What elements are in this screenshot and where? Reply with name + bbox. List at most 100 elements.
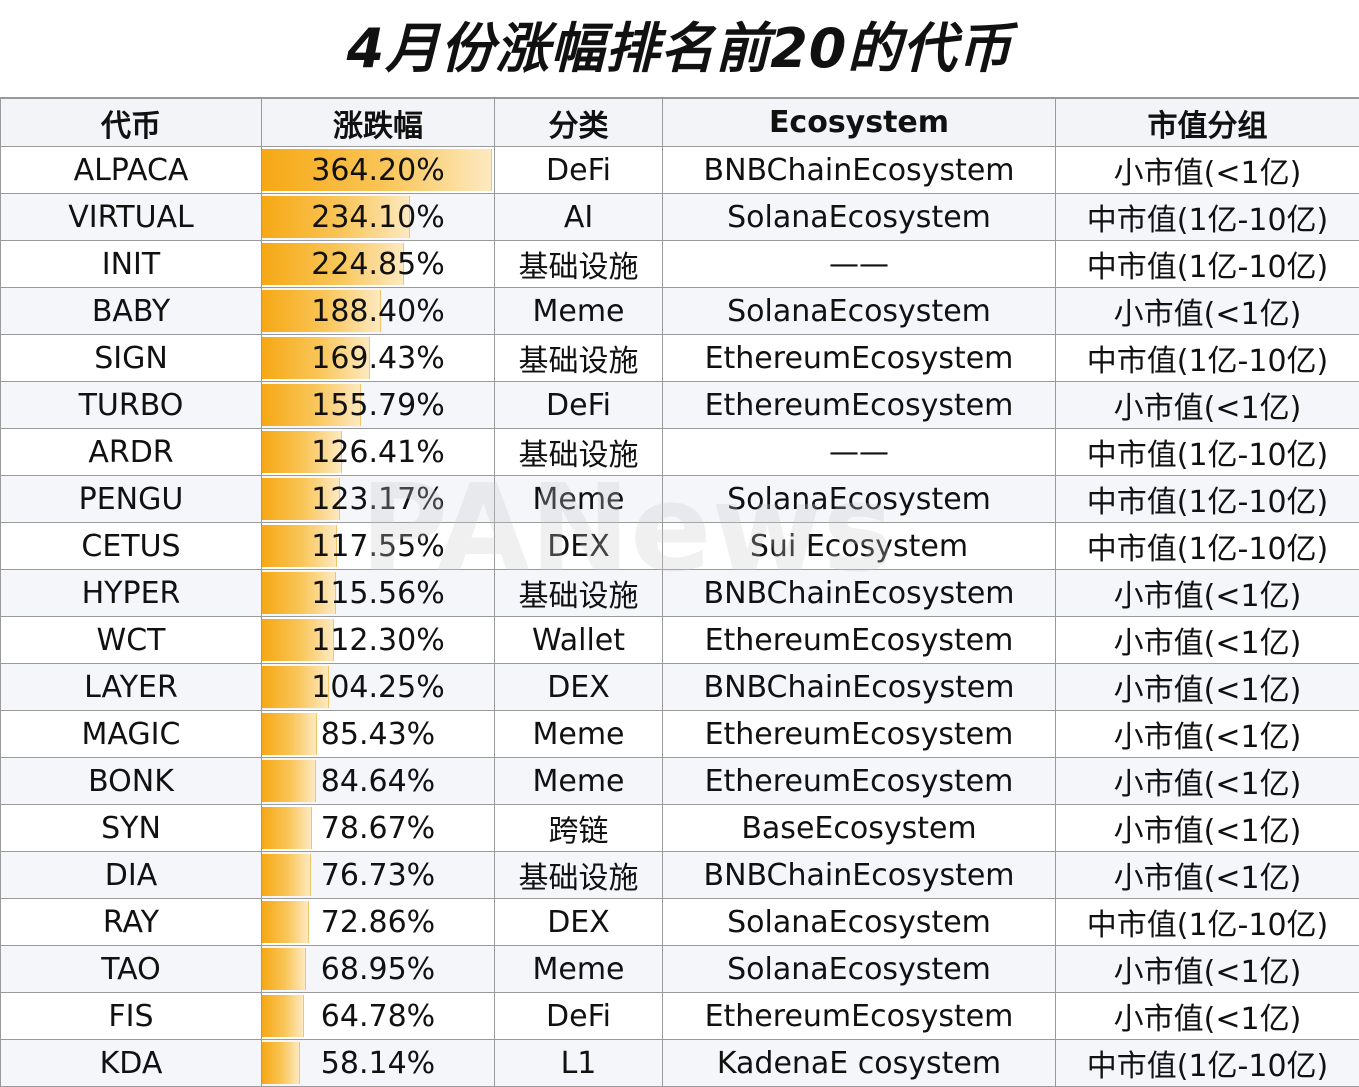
ecosystem-cell: SolanaEcosystem (663, 946, 1056, 993)
category-cell: DeFi (495, 382, 663, 429)
change-cell: 78.67% (262, 805, 495, 852)
market-cap-cell: 小市值(<1亿) (1056, 288, 1359, 335)
change-value: 123.17% (311, 482, 444, 517)
market-cap-cell: 小市值(<1亿) (1056, 946, 1359, 993)
category-cell: DEX (495, 899, 663, 946)
change-cell: 123.17% (262, 476, 495, 523)
category-cell: DEX (495, 523, 663, 570)
category-cell: 基础设施 (495, 570, 663, 617)
change-cell: 64.78% (262, 993, 495, 1040)
market-cap-cell: 小市值(<1亿) (1056, 758, 1359, 805)
market-cap-cell: 中市值(1亿-10亿) (1056, 429, 1359, 476)
token-cell: ARDR (1, 429, 262, 476)
category-cell: Meme (495, 946, 663, 993)
ecosystem-cell: SolanaEcosystem (663, 899, 1056, 946)
token-cell: TAO (1, 946, 262, 993)
change-bar (262, 760, 316, 802)
header-ecosystem: Ecosystem (663, 99, 1056, 147)
market-cap-cell: 小市值(<1亿) (1056, 993, 1359, 1040)
market-cap-cell: 小市值(<1亿) (1056, 570, 1359, 617)
change-value: 112.30% (311, 623, 444, 658)
token-cell: SIGN (1, 335, 262, 382)
ecosystem-cell: —— (663, 241, 1056, 288)
ecosystem-cell: KadenaE cosystem (663, 1040, 1056, 1087)
change-value: 84.64% (321, 764, 435, 799)
ecosystem-cell: BaseEcosystem (663, 805, 1056, 852)
change-cell: 115.56% (262, 570, 495, 617)
market-cap-cell: 小市值(<1亿) (1056, 617, 1359, 664)
market-cap-cell: 小市值(<1亿) (1056, 805, 1359, 852)
change-cell: 126.41% (262, 429, 495, 476)
change-value: 68.95% (321, 952, 435, 987)
category-cell: 基础设施 (495, 335, 663, 382)
ecosystem-cell: BNBChainEcosystem (663, 664, 1056, 711)
change-value: 72.86% (321, 905, 435, 940)
change-bar (262, 948, 306, 990)
change-value: 115.56% (311, 576, 444, 611)
change-value: 188.40% (311, 294, 444, 329)
ecosystem-cell: BNBChainEcosystem (663, 852, 1056, 899)
change-cell: 112.30% (262, 617, 495, 664)
change-value: 78.67% (321, 811, 435, 846)
category-cell: DeFi (495, 147, 663, 194)
change-cell: 72.86% (262, 899, 495, 946)
change-bar (262, 854, 311, 896)
change-cell: 84.64% (262, 758, 495, 805)
change-cell: 234.10% (262, 194, 495, 241)
change-cell: 169.43% (262, 335, 495, 382)
token-cell: HYPER (1, 570, 262, 617)
market-cap-cell: 中市值(1亿-10亿) (1056, 523, 1359, 570)
category-cell: DEX (495, 664, 663, 711)
change-cell: 58.14% (262, 1040, 495, 1087)
token-cell: CETUS (1, 523, 262, 570)
category-cell: Meme (495, 476, 663, 523)
market-cap-cell: 中市值(1亿-10亿) (1056, 335, 1359, 382)
ecosystem-cell: EthereumEcosystem (663, 993, 1056, 1040)
ecosystem-cell: BNBChainEcosystem (663, 570, 1056, 617)
change-bar (262, 995, 304, 1037)
token-cell: MAGIC (1, 711, 262, 758)
change-value: 155.79% (311, 388, 444, 423)
change-value: 126.41% (311, 435, 444, 470)
category-cell: AI (495, 194, 663, 241)
change-cell: 76.73% (262, 852, 495, 899)
category-cell: Meme (495, 758, 663, 805)
table-header-row: 代币 涨跌幅 分类 Ecosystem 市值分组 (1, 99, 1359, 147)
token-cell: BABY (1, 288, 262, 335)
change-value: 234.10% (311, 200, 444, 235)
token-cell: RAY (1, 899, 262, 946)
change-cell: 188.40% (262, 288, 495, 335)
token-cell: WCT (1, 617, 262, 664)
market-cap-cell: 中市值(1亿-10亿) (1056, 194, 1359, 241)
token-cell: VIRTUAL (1, 194, 262, 241)
change-cell: 364.20% (262, 147, 495, 194)
token-cell: SYN (1, 805, 262, 852)
token-cell: PENGU (1, 476, 262, 523)
market-cap-cell: 小市值(<1亿) (1056, 852, 1359, 899)
header-market-cap: 市值分组 (1056, 99, 1359, 147)
change-value: 76.73% (321, 858, 435, 893)
change-cell: 155.79% (262, 382, 495, 429)
category-cell: L1 (495, 1040, 663, 1087)
token-cell: FIS (1, 993, 262, 1040)
market-cap-cell: 小市值(<1亿) (1056, 147, 1359, 194)
change-cell: 68.95% (262, 946, 495, 993)
category-cell: Meme (495, 288, 663, 335)
token-cell: INIT (1, 241, 262, 288)
market-cap-cell: 中市值(1亿-10亿) (1056, 476, 1359, 523)
ecosystem-cell: EthereumEcosystem (663, 617, 1056, 664)
change-cell: 117.55% (262, 523, 495, 570)
